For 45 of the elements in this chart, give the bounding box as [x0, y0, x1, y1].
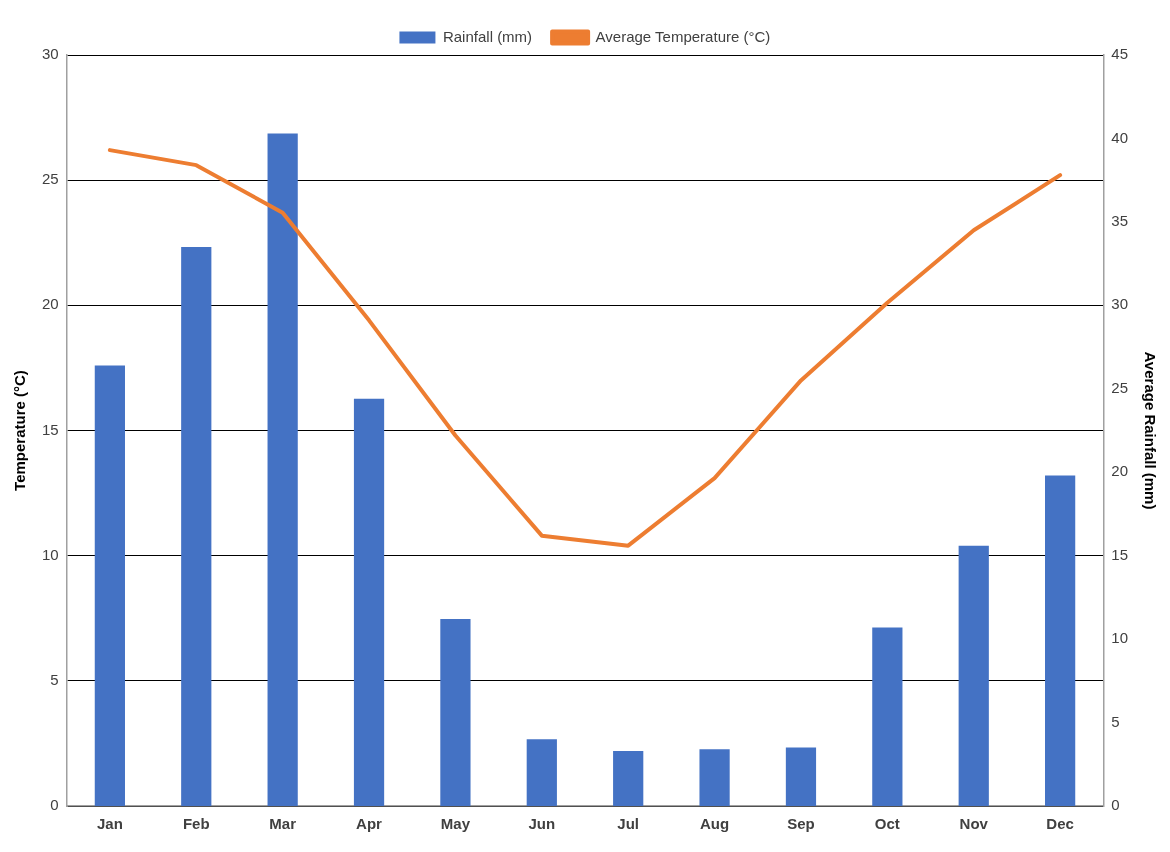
bar [94, 365, 125, 806]
bar [1045, 475, 1076, 806]
y2-tick-label: 5 [1111, 712, 1120, 730]
y-tick-label: 15 [42, 420, 59, 438]
y2-tick-label: 15 [1111, 545, 1128, 563]
bar [699, 749, 730, 806]
y2-tick-label: 35 [1111, 212, 1128, 230]
y2-tick-label: 0 [1111, 796, 1120, 814]
x-tick-label: Aug [699, 815, 730, 833]
x-tick-label: Oct [874, 815, 900, 833]
bar [181, 246, 212, 806]
y2-axis-title: Average Rainfall (mm) [1141, 351, 1159, 510]
y-tick-label: 10 [42, 545, 59, 563]
y2-tick-label: 45 [1111, 45, 1128, 63]
x-tick-label: Mar [269, 815, 297, 833]
x-tick-label: Nov [959, 815, 989, 833]
y-tick-label: 0 [50, 796, 59, 814]
y2-tick-label: 20 [1111, 462, 1128, 480]
y2-tick-label: 10 [1111, 629, 1128, 647]
bar [440, 619, 471, 806]
x-tick-label: Dec [1046, 815, 1074, 833]
y-tick-label: 20 [42, 295, 59, 313]
legend-label: Rainfall (mm) [442, 27, 533, 45]
x-tick-label: Feb [182, 815, 210, 833]
y2-tick-label: 25 [1111, 378, 1128, 396]
y-axis-title: Temperature (°C) [11, 370, 29, 491]
bar [958, 545, 989, 806]
x-tick-label: Sep [787, 815, 815, 833]
bar [785, 747, 817, 806]
x-tick-label: May [440, 815, 471, 833]
y-tick-label: 25 [42, 170, 59, 188]
bar [613, 750, 644, 806]
x-tick-label: Jun [528, 815, 556, 833]
y2-tick-label: 40 [1111, 128, 1128, 146]
y2-tick-label: 30 [1111, 295, 1128, 313]
bar [526, 739, 557, 806]
x-tick-label: Jul [617, 815, 640, 833]
x-tick-label: Jan [96, 815, 123, 833]
legend-label: Average Temperature (°C) [595, 27, 771, 45]
bar [872, 627, 903, 806]
y-tick-label: 30 [42, 45, 59, 63]
bar [353, 398, 385, 806]
x-tick-label: Apr [356, 815, 383, 833]
y-tick-label: 5 [50, 670, 59, 688]
bar [267, 133, 298, 806]
